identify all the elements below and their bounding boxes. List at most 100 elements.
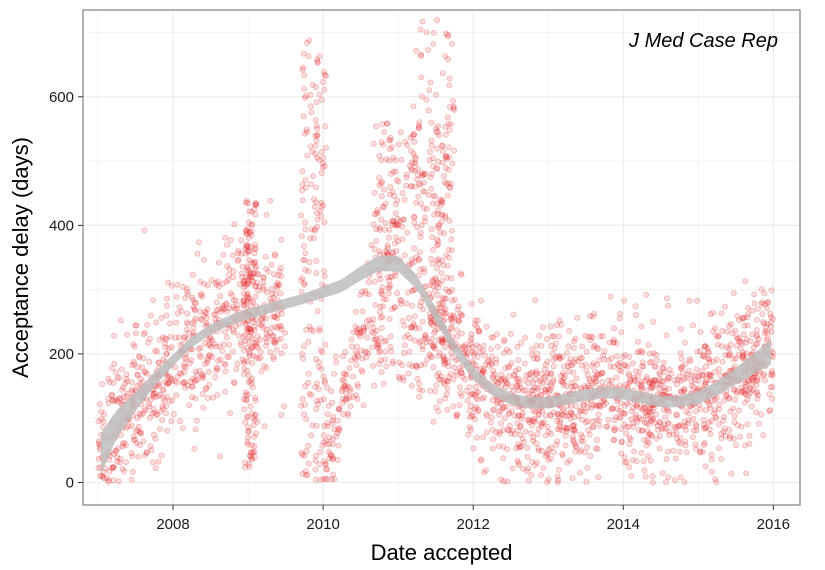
data-point: [524, 444, 531, 451]
data-point: [152, 347, 159, 354]
data-point: [519, 409, 526, 416]
data-point: [394, 237, 401, 244]
data-point: [605, 377, 612, 384]
data-point: [767, 323, 774, 330]
data-point: [163, 380, 170, 387]
data-point: [566, 368, 573, 375]
data-point: [420, 205, 427, 212]
data-point: [668, 370, 675, 377]
data-point: [383, 156, 390, 163]
data-point: [570, 422, 577, 429]
data-point: [731, 412, 738, 419]
data-point: [573, 443, 580, 450]
data-point: [354, 381, 361, 388]
data-point: [166, 379, 173, 386]
data-point: [415, 393, 422, 400]
data-point: [116, 459, 123, 466]
data-point: [245, 372, 252, 379]
data-point: [315, 385, 322, 392]
data-point: [395, 221, 402, 228]
data-point: [617, 415, 624, 422]
data-point: [446, 289, 453, 296]
data-point: [258, 368, 265, 375]
data-point: [243, 396, 250, 403]
data-point: [448, 227, 455, 234]
data-point: [169, 397, 176, 404]
data-point: [242, 282, 249, 289]
data-point: [313, 99, 320, 106]
data-point: [190, 304, 197, 311]
data-point: [385, 234, 392, 241]
data-point: [311, 226, 318, 233]
data-point: [206, 351, 213, 358]
data-point: [352, 308, 359, 315]
data-point: [99, 473, 106, 480]
data-point: [399, 190, 406, 197]
data-point: [359, 288, 366, 295]
data-point: [246, 208, 253, 215]
data-point: [204, 306, 211, 313]
data-point: [360, 324, 367, 331]
data-point: [343, 371, 350, 378]
data-point: [362, 348, 369, 355]
data-point: [124, 378, 131, 385]
data-point: [401, 322, 408, 329]
data-point: [338, 388, 345, 395]
data-point: [544, 450, 551, 457]
data-point: [253, 338, 260, 345]
data-point: [443, 252, 450, 259]
data-point: [447, 184, 454, 191]
data-point: [180, 379, 187, 386]
data-point: [120, 384, 127, 391]
data-point: [99, 472, 106, 479]
data-point: [305, 370, 312, 377]
data-point: [164, 427, 171, 434]
data-point: [314, 125, 321, 132]
data-point: [252, 245, 259, 252]
data-point: [313, 422, 320, 429]
data-point: [320, 154, 327, 161]
data-point: [570, 433, 577, 440]
data-point: [392, 157, 399, 164]
data-point: [248, 208, 255, 215]
data-point: [252, 282, 259, 289]
data-point: [194, 376, 201, 383]
data-point: [269, 333, 276, 340]
data-point: [374, 209, 381, 216]
data-point: [464, 397, 471, 404]
data-point: [137, 412, 144, 419]
data-point: [690, 415, 697, 422]
data-point: [498, 371, 505, 378]
data-point: [323, 441, 330, 448]
data-point: [217, 453, 224, 460]
data-point: [257, 336, 264, 343]
data-point: [432, 91, 439, 98]
data-point: [347, 403, 354, 410]
data-point: [677, 325, 684, 332]
data-point: [522, 428, 529, 435]
data-point: [552, 340, 559, 347]
data-point: [99, 380, 106, 387]
data-point: [428, 185, 435, 192]
data-point: [314, 132, 321, 139]
data-point: [324, 411, 331, 418]
data-point: [402, 138, 409, 145]
data-point: [622, 459, 629, 466]
data-point: [420, 265, 427, 272]
data-point: [307, 235, 314, 242]
data-point: [421, 218, 428, 225]
data-point: [181, 355, 188, 362]
data-point: [305, 338, 312, 345]
data-point: [408, 302, 415, 309]
data-point: [348, 357, 355, 364]
data-point: [376, 347, 383, 354]
data-point: [334, 417, 341, 424]
data-point: [168, 282, 175, 289]
data-point: [245, 200, 252, 207]
data-point: [380, 186, 387, 193]
data-point: [313, 257, 320, 264]
data-point: [267, 197, 274, 204]
data-point: [706, 401, 713, 408]
data-point: [383, 363, 390, 370]
